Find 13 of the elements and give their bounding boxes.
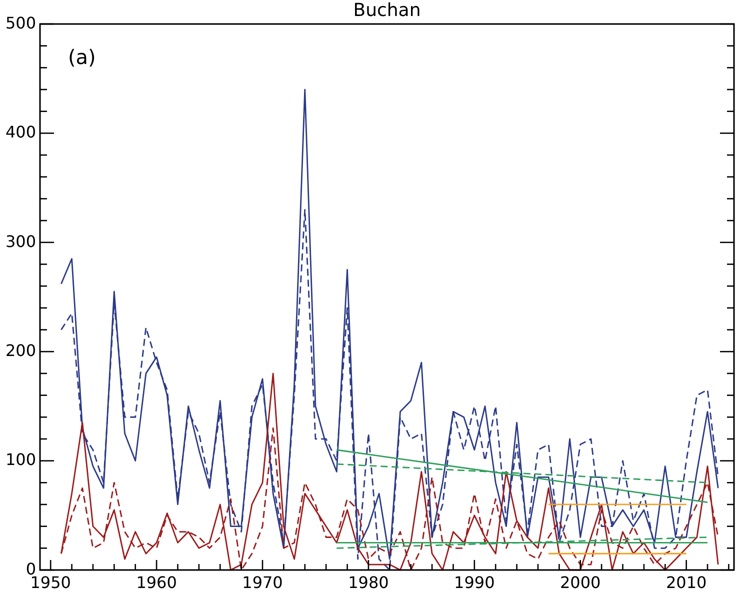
y-tick-label: 300 [5, 232, 36, 251]
y-tick-label: 200 [5, 340, 36, 360]
y-tick-label: 400 [5, 122, 36, 142]
chart-title: Buchan [353, 0, 421, 21]
x-tick-label: 1970 [242, 573, 283, 592]
y-tick-label: 500 [5, 13, 36, 32]
x-tick-label: 1990 [454, 573, 495, 592]
y-tick-label: 100 [5, 450, 36, 470]
x-tick-label: 1980 [348, 573, 389, 592]
x-tick-label: 2010 [666, 573, 707, 592]
x-tick-label: 1960 [136, 573, 177, 592]
x-tick-label: 2000 [560, 573, 601, 592]
annotation: (a) [68, 45, 96, 69]
